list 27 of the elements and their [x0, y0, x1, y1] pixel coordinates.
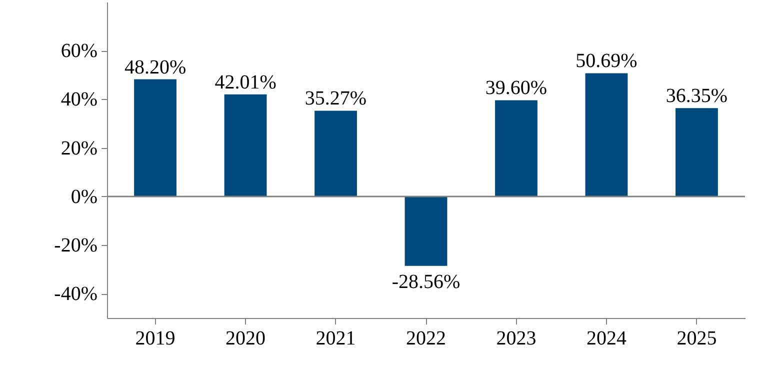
data-label: -28.56%: [392, 270, 460, 293]
data-label: 36.35%: [666, 85, 728, 108]
data-label: 35.27%: [304, 88, 367, 110]
x-tick-label: 2022: [406, 328, 446, 350]
bar: [314, 110, 357, 196]
y-tick-label: -40%: [54, 283, 98, 306]
y-tick-label: 0%: [70, 186, 98, 208]
x-tick-label: 2023: [496, 328, 536, 350]
bar: [134, 79, 176, 196]
x-tick-label: 2024: [586, 328, 626, 350]
bar: [495, 100, 538, 196]
data-label: 42.01%: [214, 71, 276, 94]
bar: [585, 73, 628, 196]
bar: [676, 108, 718, 196]
y-tick-label: -20%: [54, 234, 98, 257]
y-tick-label: 20%: [60, 137, 98, 160]
bar: [404, 196, 448, 266]
bar: [224, 94, 267, 196]
data-label: 50.69%: [576, 50, 638, 72]
y-tick-label: 40%: [60, 88, 98, 111]
data-label: 48.20%: [124, 56, 186, 78]
x-tick-label: 2020: [226, 328, 266, 350]
x-tick-label: 2025: [676, 328, 717, 350]
data-label: 39.60%: [485, 77, 548, 100]
x-tick-label: 2021: [316, 328, 356, 350]
x-tick-label: 2019: [135, 328, 176, 350]
y-tick-label: 60%: [60, 40, 98, 62]
